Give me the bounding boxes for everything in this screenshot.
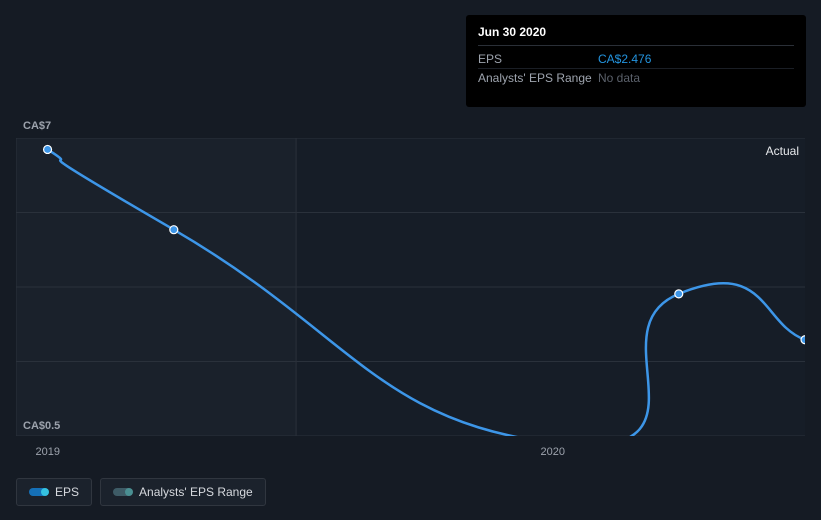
legend-label-range: Analysts' EPS Range [139,485,253,499]
y-axis-bottom-label: CA$0.5 [23,420,60,432]
tooltip-value-eps: CA$2.476 [598,52,794,66]
x-axis-label: 2020 [541,446,565,458]
tooltip-row-eps: EPS CA$2.476 [478,50,794,69]
y-axis-top-label: CA$7 [23,120,51,132]
chart-actual-label: Actual [766,144,799,158]
legend-label-eps: EPS [55,485,79,499]
legend-swatch-range-icon [113,488,131,496]
chart-area[interactable]: Actual [16,138,805,436]
tooltip-label-range: Analysts' EPS Range [478,71,598,85]
chart-svg [16,138,805,436]
tooltip-label-eps: EPS [478,52,598,66]
tooltip-row-range: Analysts' EPS Range No data [478,69,794,87]
legend-swatch-eps-icon [29,488,47,496]
tooltip-box: Jun 30 2020 EPS CA$2.476 Analysts' EPS R… [466,15,806,107]
legend-item-eps[interactable]: EPS [16,478,92,506]
legend: EPS Analysts' EPS Range [16,478,266,506]
tooltip-value-range: No data [598,71,794,85]
x-axis-label: 2019 [36,446,60,458]
legend-item-range[interactable]: Analysts' EPS Range [100,478,266,506]
tooltip-date: Jun 30 2020 [478,25,794,46]
